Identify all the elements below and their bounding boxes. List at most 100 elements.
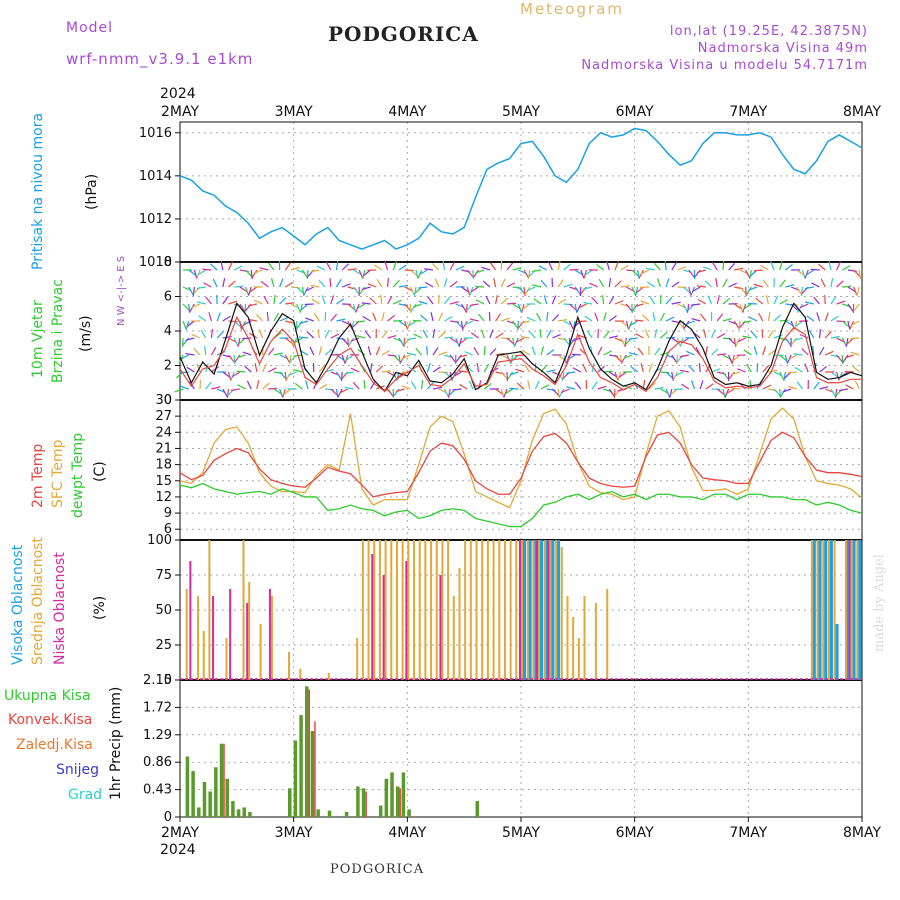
legend-total-precip: Ukupna Kisa	[4, 688, 91, 704]
wind-barb	[532, 284, 542, 288]
wind-barb	[319, 383, 328, 390]
wind-barb	[516, 382, 525, 390]
wind-barb	[557, 298, 567, 305]
wind-barb	[614, 280, 622, 288]
wind-barb	[620, 285, 630, 288]
wind-barb	[691, 317, 701, 322]
wind-barb	[536, 312, 542, 322]
wind-barb	[779, 319, 789, 322]
wind-barb	[805, 269, 815, 276]
wind-barb	[625, 320, 630, 330]
wind-barb	[804, 286, 814, 290]
wind-barb	[646, 281, 656, 288]
wind-barb	[392, 354, 401, 362]
wind-barb	[222, 315, 231, 322]
wind-barb	[522, 303, 531, 310]
wind-barb	[242, 337, 252, 340]
wind-barb	[404, 320, 409, 330]
wind-barb	[283, 388, 292, 395]
legend-conv-precip: Konvek.Kisa	[8, 712, 93, 728]
wind-barb	[614, 354, 622, 362]
wind-barb	[676, 354, 679, 365]
wind-barb	[748, 316, 758, 322]
mid-cloud-bar	[515, 540, 518, 680]
wind-barb	[326, 261, 332, 271]
total-precip-bar	[299, 715, 303, 817]
wind-barb	[464, 351, 474, 356]
wind-barb	[245, 269, 253, 277]
model-name: wrf-nmm_v3.9.1 e1km	[66, 50, 254, 68]
wind-barb	[387, 314, 395, 322]
wind-barb	[330, 333, 340, 339]
wind-barb	[231, 371, 241, 378]
wind-barb	[694, 269, 701, 278]
wind-barb	[813, 381, 820, 390]
wind-barb	[722, 297, 731, 305]
wind-barb	[820, 278, 826, 288]
mid-cloud-bar	[492, 540, 495, 680]
wind-barb	[407, 352, 417, 356]
mid-cloud-bar	[430, 540, 433, 680]
wind-barb	[558, 318, 568, 322]
wind-barb	[569, 303, 577, 311]
wind-barb	[363, 269, 371, 277]
wind-barb	[750, 330, 758, 339]
mid-cloud-bar	[356, 638, 359, 680]
wind-barb	[489, 329, 494, 339]
wind-barb	[362, 315, 371, 322]
total-precip-bar	[185, 756, 190, 817]
low-cloud-bar	[246, 603, 249, 680]
wind-barb	[226, 388, 230, 399]
wind-barb	[509, 387, 519, 390]
wind-barb	[730, 387, 741, 390]
wind-barb	[853, 303, 860, 312]
wind-barb	[506, 337, 515, 345]
wind-barb	[742, 335, 752, 339]
wind-barb	[387, 388, 394, 397]
wind-barb	[398, 320, 407, 327]
wind-barb	[387, 334, 397, 339]
wind-barb	[824, 312, 829, 322]
mid-cloud-bar	[822, 540, 825, 680]
wind-barb	[660, 351, 670, 356]
wind-barb	[432, 386, 443, 390]
mid-cloud-bar	[850, 540, 853, 680]
wind-barb	[728, 262, 736, 271]
mid-cloud-bar	[560, 547, 563, 680]
wind-barb	[401, 385, 411, 390]
mid-cloud-bar	[469, 540, 472, 680]
wind-barb	[780, 388, 786, 397]
wind-barb	[392, 261, 397, 271]
wind-barb	[591, 381, 598, 390]
wind-barb	[228, 337, 237, 343]
wind-barb	[858, 269, 862, 280]
wind-barb	[356, 334, 366, 339]
wind-barb	[330, 313, 338, 322]
wind-barb	[430, 312, 434, 322]
wind-barb	[852, 365, 860, 373]
wind-barb	[361, 286, 371, 291]
high-cloud-bar	[846, 540, 850, 680]
wind-barb	[293, 369, 303, 373]
wind-barb	[711, 368, 721, 373]
wind-barb	[830, 335, 840, 339]
wind-barb	[574, 269, 584, 276]
total-precip-bar	[305, 686, 309, 817]
wind-barb	[449, 261, 456, 271]
wind-barb	[737, 368, 746, 373]
wind-barb	[335, 261, 339, 271]
mid-cloud-bar	[572, 617, 575, 680]
wind-barb	[358, 286, 366, 295]
wind-barb	[671, 337, 680, 344]
mid-cloud-bar	[413, 540, 416, 680]
conv-precip-bar	[314, 721, 316, 817]
wind-barb	[344, 386, 354, 390]
wind-barb	[239, 286, 248, 293]
wind-barb	[743, 349, 752, 356]
wind-barb	[188, 269, 197, 276]
wind-barb	[563, 320, 573, 326]
wind-barb	[205, 381, 212, 390]
mid-cloud-bar	[549, 540, 552, 680]
wind-barb	[716, 295, 720, 305]
wind-barb	[387, 295, 393, 305]
